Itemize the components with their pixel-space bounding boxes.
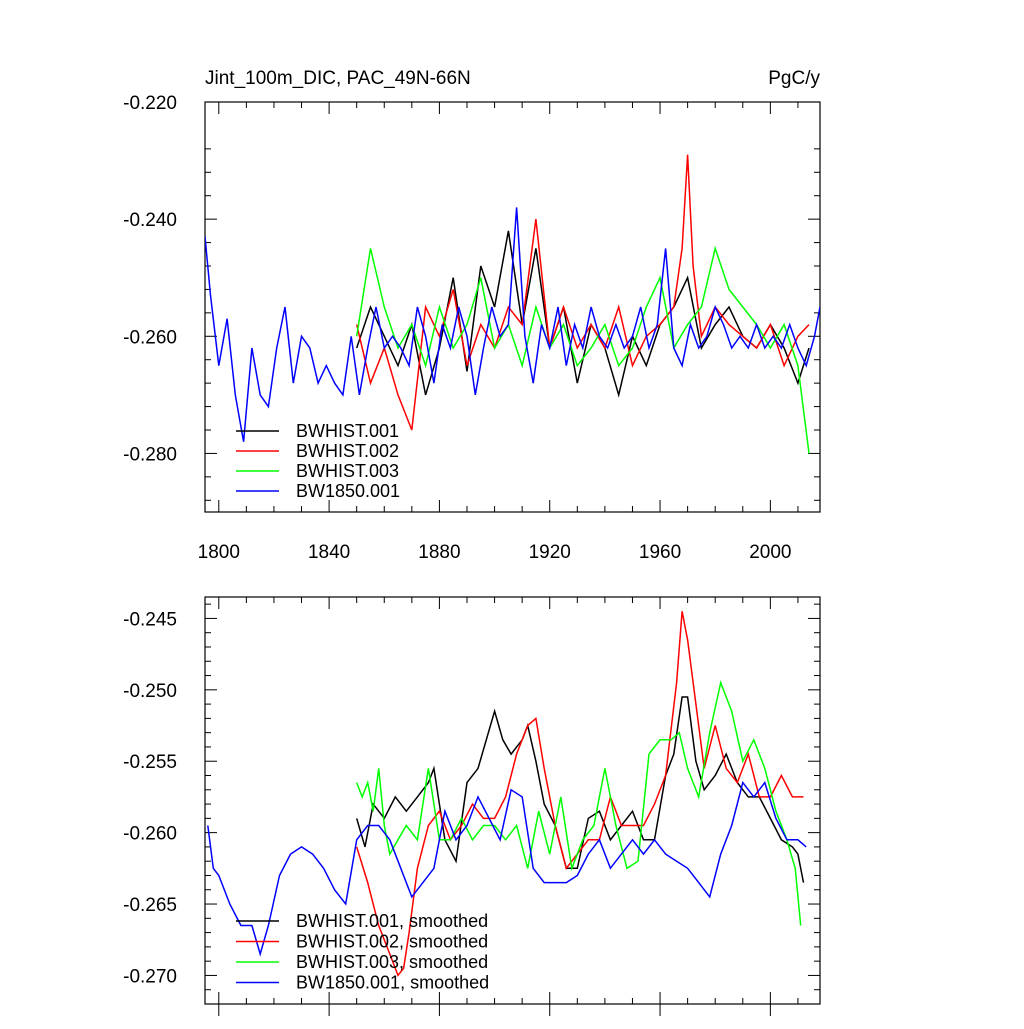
plot-frame [204, 596, 821, 1005]
x-tick-label: 1840 [308, 542, 350, 563]
x-tick-label: 2000 [749, 542, 791, 563]
legend-label-1: BWHIST.001, smoothed [296, 911, 488, 931]
x-tick-label: 1800 [198, 542, 240, 563]
y-tick-label: -0.265 [123, 895, 177, 916]
legend-label-1: BWHIST.001 [296, 421, 399, 441]
series-line-1 [355, 696, 805, 883]
y-tick-label: -0.260 [123, 824, 177, 845]
top-panel: 1800 1840 1880 1920 1960 2000 -0.220 -0.240 -0.2… [123, 68, 821, 563]
y-tick-label: -0.220 [123, 93, 177, 114]
bottom-panel: -0.245 -0.250 -0.255 -0.260 -0.265 -0.270 BWHI… [123, 596, 821, 1016]
x-tick-label: 1920 [529, 542, 571, 563]
series-line-3 [355, 245, 810, 454]
y-tick-label: -0.245 [123, 609, 177, 630]
y-tick-label: -0.240 [123, 210, 177, 231]
legend-label-3: BWHIST.003, smoothed [296, 952, 488, 972]
y-tick-label: -0.255 [123, 752, 177, 773]
y-tick-label: -0.270 [123, 966, 177, 987]
y-tick-label: -0.260 [123, 327, 177, 348]
x-tick-label: 1960 [639, 542, 681, 563]
legend-label-4: BW1850.001 [296, 481, 400, 501]
legend-label-2: BWHIST.002, smoothed [296, 932, 488, 952]
series-line-4 [205, 207, 820, 442]
y-tick-label: -0.250 [123, 681, 177, 702]
legend-label-2: BWHIST.002 [296, 441, 399, 461]
legend-label-3: BWHIST.003 [296, 461, 399, 481]
chart-units: PgC/y [768, 68, 820, 89]
series-line-4 [207, 780, 807, 957]
x-tick-label: 1880 [418, 542, 460, 563]
chart-title: Jint_100m_DIC, PAC_49N-66N [205, 68, 471, 89]
y-tick-label: -0.280 [123, 444, 177, 465]
legend-label-4: BW1850.001, smoothed [296, 973, 489, 993]
series-line-3 [356, 680, 802, 926]
